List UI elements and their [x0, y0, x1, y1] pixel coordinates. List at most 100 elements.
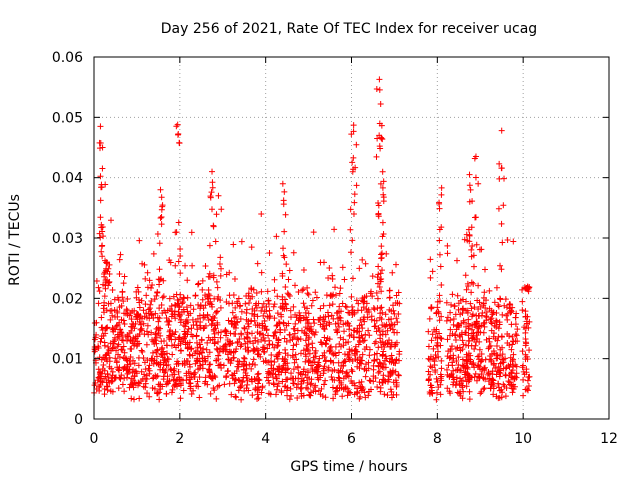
- data-point: [114, 309, 121, 316]
- data-point: [392, 368, 399, 375]
- data-point: [263, 374, 270, 381]
- data-point: [311, 320, 318, 327]
- data-point: [366, 346, 373, 353]
- data-point: [460, 305, 467, 312]
- data-point: [214, 308, 221, 315]
- data-point: [389, 269, 396, 276]
- data-point: [102, 277, 109, 284]
- data-point: [456, 380, 463, 387]
- data-point: [140, 320, 147, 327]
- data-point: [524, 284, 531, 291]
- data-point: [388, 352, 395, 359]
- data-point: [114, 331, 121, 338]
- data-point: [498, 127, 505, 134]
- data-point: [463, 351, 470, 358]
- data-point: [350, 128, 357, 135]
- data-point: [322, 357, 329, 364]
- data-point: [426, 315, 433, 322]
- data-point: [184, 294, 191, 301]
- data-point: [438, 282, 445, 289]
- data-point: [217, 304, 224, 311]
- data-point: [315, 316, 322, 323]
- data-point: [346, 332, 353, 339]
- data-point: [260, 358, 267, 365]
- data-point: [245, 292, 252, 299]
- data-point: [170, 376, 177, 383]
- data-point: [337, 334, 344, 341]
- data-point: [454, 344, 461, 351]
- data-point: [304, 316, 311, 323]
- data-point: [128, 381, 135, 388]
- data-point: [159, 294, 166, 301]
- data-point: [271, 329, 278, 336]
- data-point: [118, 316, 125, 323]
- data-point: [437, 263, 444, 270]
- data-point: [520, 392, 527, 399]
- data-point: [151, 296, 158, 303]
- data-point: [295, 317, 302, 324]
- data-point: [103, 260, 110, 267]
- data-point: [146, 393, 153, 400]
- data-point: [361, 389, 368, 396]
- data-point: [319, 341, 326, 348]
- data-point: [337, 343, 344, 350]
- data-point: [186, 361, 193, 368]
- data-point: [166, 377, 173, 384]
- data-point: [106, 261, 113, 268]
- data-point: [302, 330, 309, 337]
- data-point: [498, 386, 505, 393]
- data-point: [451, 302, 458, 309]
- data-point: [230, 372, 237, 379]
- data-point: [287, 307, 294, 314]
- data-point: [428, 337, 435, 344]
- data-point: [437, 391, 444, 398]
- data-point: [493, 371, 500, 378]
- data-point: [251, 375, 258, 382]
- data-point: [498, 266, 505, 273]
- data-point: [238, 341, 245, 348]
- data-point: [436, 330, 443, 337]
- data-point: [473, 241, 480, 248]
- data-point: [369, 273, 376, 280]
- data-point: [282, 346, 289, 353]
- data-point: [356, 322, 363, 329]
- data-point: [438, 357, 445, 364]
- data-point: [437, 342, 444, 349]
- data-point: [153, 325, 160, 332]
- data-point: [366, 352, 373, 359]
- data-point: [231, 314, 238, 321]
- data-point: [251, 313, 258, 320]
- data-point: [95, 345, 102, 352]
- data-point: [436, 237, 443, 244]
- data-point: [193, 339, 200, 346]
- data-point: [285, 291, 292, 298]
- data-point: [444, 242, 451, 249]
- data-point: [481, 385, 488, 392]
- data-point: [304, 385, 311, 392]
- data-point: [499, 344, 506, 351]
- data-point: [182, 262, 189, 269]
- data-point: [459, 384, 466, 391]
- data-point: [395, 372, 402, 379]
- data-point: [327, 292, 334, 299]
- data-point: [345, 351, 352, 358]
- data-point: [154, 372, 161, 379]
- data-point: [197, 319, 204, 326]
- data-point: [97, 123, 104, 130]
- data-point: [211, 322, 218, 329]
- data-point: [98, 314, 105, 321]
- data-point: [375, 210, 382, 217]
- data-point: [102, 330, 109, 337]
- data-point: [466, 171, 473, 178]
- data-point: [525, 383, 532, 390]
- data-point: [332, 320, 339, 327]
- data-point: [244, 329, 251, 336]
- data-point: [106, 363, 113, 370]
- data-point: [99, 165, 106, 172]
- data-point: [177, 296, 184, 303]
- data-point: [298, 327, 305, 334]
- data-point: [313, 294, 320, 301]
- data-point: [274, 383, 281, 390]
- data-point: [228, 318, 235, 325]
- data-point: [521, 371, 528, 378]
